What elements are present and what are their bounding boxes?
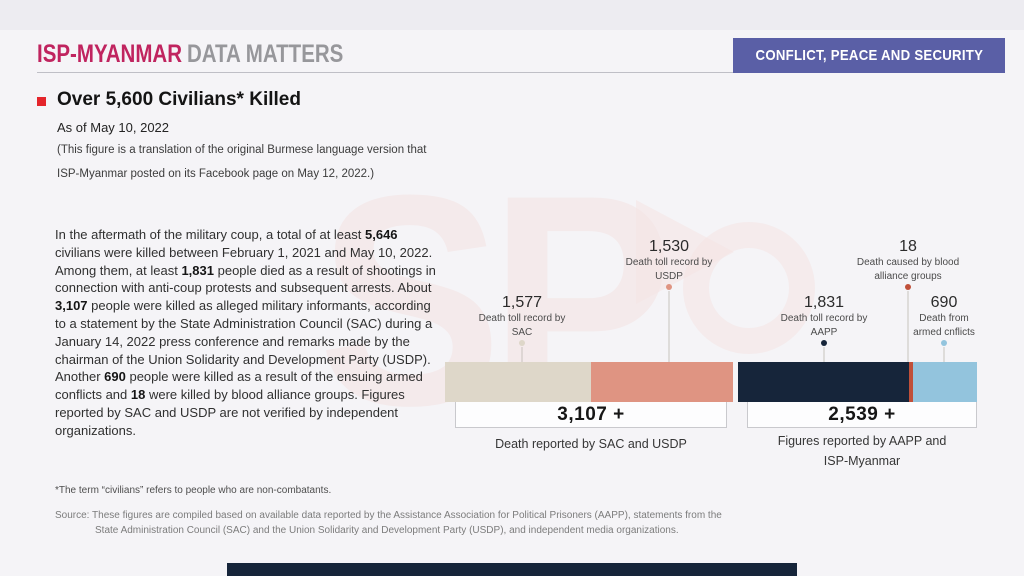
body-paragraph: In the aftermath of the military coup, a…: [55, 227, 436, 438]
annotation-aapp-dot-icon: [821, 340, 827, 346]
annotation-aapp-value: 1,831: [803, 294, 845, 311]
footer-bar: [227, 563, 797, 576]
annotation-usdp-value: 1,530: [648, 238, 690, 255]
translation-note-line2: ISP-Myanmar posted on its Facebook page …: [57, 168, 375, 180]
annotation-blood-alliance: 18 Death caused by blood alliance groups: [857, 238, 959, 284]
bar-segment-usdp: [591, 362, 733, 402]
annotation-blood-desc1: Death caused by blood: [856, 257, 960, 268]
total-box-aapp-isp: 2,539 +: [747, 402, 977, 428]
annotation-armed-value: 690: [930, 294, 958, 311]
bar-segment-armed-conflicts: [912, 362, 977, 402]
category-badge: CONFLICT, PEACE AND SECURITY: [733, 38, 1005, 73]
annotation-blood-desc2: alliance groups: [874, 271, 942, 282]
annotation-blood-value: 18: [899, 238, 917, 255]
annotation-sac: 1,577 Death toll record by SAC: [479, 294, 566, 340]
caption-aapp-isp-line1: Figures reported by AAPP and: [777, 434, 947, 448]
brand-logo: ISP-MYANMAR DATA MATTERS: [37, 42, 343, 67]
bar-group-sac-usdp: [445, 362, 733, 402]
annotation-sac-desc2: SAC: [511, 327, 533, 338]
category-badge-label: CONFLICT, PEACE AND SECURITY: [755, 47, 983, 64]
annotation-aapp: 1,831 Death toll record by AAPP: [781, 294, 868, 340]
annotation-sac-dot-icon: [519, 340, 525, 346]
annotation-usdp-dot-icon: [666, 284, 672, 290]
bar-group-aapp-isp: [738, 362, 977, 402]
source-line1: Source: These figures are compiled based…: [55, 510, 722, 521]
bar-segment-blood-alliance-groups: [908, 362, 913, 402]
as-of-date: As of May 10, 2022: [57, 120, 170, 135]
annotation-sac-desc1: Death toll record by: [478, 313, 566, 324]
total-aapp-isp: 2,539 +: [828, 403, 896, 425]
annotation-usdp-desc1: Death toll record by: [625, 257, 713, 268]
annotation-aapp-leader-line: [823, 347, 825, 364]
footnote: *The term “civilians” refers to people w…: [55, 485, 332, 496]
annotation-armed-leader-line: [943, 347, 945, 364]
annotation-usdp-desc2: USDP: [655, 271, 683, 282]
bar-segment-sac: [445, 362, 592, 402]
caption-aapp-isp: Figures reported by AAPP and ISP-Myanmar: [747, 431, 977, 471]
caption-sac-usdp: Death reported by SAC and USDP: [495, 437, 687, 451]
annotation-aapp-desc1: Death toll record by: [780, 313, 868, 324]
brand-primary: ISP-MYANMAR: [37, 40, 183, 68]
annotation-aapp-desc2: AAPP: [810, 327, 838, 338]
annotation-armed-desc2: armed cnflicts: [913, 327, 975, 338]
annotation-usdp-leader-line: [668, 291, 670, 364]
annotation-usdp: 1,530 Death toll record by USDP: [626, 238, 713, 284]
source-line2: State Administration Council (SAC) and t…: [95, 525, 679, 536]
translation-note-line1: (This figure is a translation of the ori…: [57, 144, 427, 156]
annotation-armed-dot-icon: [941, 340, 947, 346]
annotation-armed-desc1: Death from: [919, 313, 969, 324]
header-divider: [37, 72, 733, 73]
annotation-sac-value: 1,577: [501, 294, 543, 311]
annotation-sac-leader-line: [521, 347, 523, 364]
brand-secondary: DATA MATTERS: [186, 40, 344, 68]
total-sac-usdp: 3,107 +: [557, 403, 625, 425]
caption-aapp-isp-line2: ISP-Myanmar: [823, 454, 901, 468]
bar-segment-aapp: [738, 362, 909, 402]
annotation-blood-leader-line: [907, 291, 909, 364]
title-bullet-icon: [37, 97, 46, 106]
top-band: [0, 0, 1024, 30]
annotation-armed-conflicts: 690 Death from armed cnflicts: [913, 294, 975, 340]
page-title: Over 5,600 Civilians* Killed: [57, 89, 301, 110]
annotation-blood-dot-icon: [905, 284, 911, 290]
total-box-sac-usdp: 3,107 +: [455, 402, 727, 428]
